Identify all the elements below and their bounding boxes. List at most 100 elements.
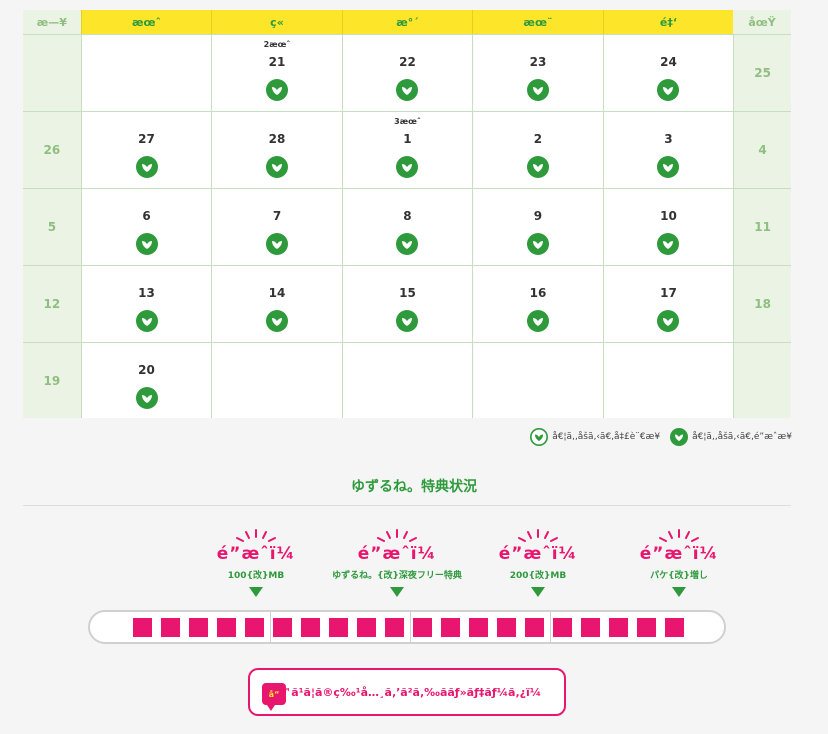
leaf-icon [265,233,288,255]
benefit-milestone: é”æˆï¼ ゆずるね。{改}深夜フリー特典 [327,528,467,597]
view-all-benefits-label: ã™ã¹ã¦ã®ç‰¹å…¸ã‚’ã²ã‚‰ããƒ»ãƒ‡ãƒ¼ã‚¿ï¼ [272,685,542,699]
progress-bar [88,610,726,644]
leaf-icon [657,156,680,178]
progress-divider [550,612,551,642]
calendar-day-cell: 22 [341,35,473,111]
calendar-day-cell: 15 [341,266,473,342]
leaf-icon [135,387,158,409]
calendar-saturday-cell: 18 [733,266,791,342]
leaf-icon [135,233,158,255]
weekday-tue: ç« [211,10,342,34]
legend: å€¦ã‚‚åšã‚‹ã€‚å‡£è¨€æ¥ å€¦ã‚‚åšã‚‹ã€‚é”æ… [520,428,792,446]
section-title: ゆずるね。特典状況 [351,479,477,495]
day-number: 17 [660,286,677,300]
calendar-saturday-cell: 4 [733,112,791,188]
day-number: 28 [268,132,286,146]
day-number: 3 [664,132,673,146]
leaf-icon [526,79,549,101]
leaf-icon [526,233,549,255]
arrow-down-icon [390,587,404,597]
sparkle-icon [327,528,467,546]
progress-block [133,618,152,637]
leaf-icon [135,310,158,332]
progress-block [301,618,320,637]
calendar-sunday-cell: 19 [23,343,81,418]
calendar: æ—¥ æœˆ ç« æ°´ æœ¨ é‡‘ åœŸ 2æœˆ 21 22 23 24 2… [23,10,791,418]
arrow-down-icon [531,587,545,597]
progress-block [329,618,348,637]
weekday-mon: æœˆ [80,10,212,34]
calendar-sunday-cell [23,35,81,111]
progress-divider [270,612,271,642]
calendar-day-cell: 28 [211,112,342,188]
benefit-name: パケ{改}増し [650,571,708,581]
leaf-icon [657,233,680,255]
legend-item-achieved: å€¦ã‚‚åšã‚‹ã€‚é”æˆæ¥ [670,428,792,446]
calendar-week-row: 5 6 7 8 9 10 11 [23,188,791,265]
benefit-milestone: é”æˆï¼ 100{改}MB [186,528,326,597]
progress-block [189,618,208,637]
progress-block [665,618,684,637]
progress-block [245,618,264,637]
calendar-day-cell [211,343,342,418]
day-number: 10 [660,209,677,223]
progress-block [441,618,460,637]
calendar-day-cell [80,35,212,111]
benefit-name: 100{改}MB [227,571,285,581]
calendar-week-row: 19 20 [23,342,791,418]
legend-label-declared: å€¦ã‚‚åšã‚‹ã€‚å‡£è¨€æ¥ [552,432,661,442]
day-number: 9 [533,209,543,223]
benefit-milestone: é”æˆï¼ パケ{改}増し [609,528,749,597]
calendar-day-cell [472,343,603,418]
progress-block [525,618,544,637]
leaf-icon [396,79,419,101]
day-number: 21 [268,55,286,69]
calendar-day-cell: 3æœˆ 1 [341,112,473,188]
calendar-day-cell: 24 [602,35,734,111]
calendar-sunday-cell: 26 [23,112,81,188]
leaf-icon [657,310,680,332]
progress-block [385,618,404,637]
calendar-day-cell: 27 [80,112,212,188]
month-label: 3æœˆ [394,117,421,126]
arrow-down-icon [249,587,263,597]
calendar-week-row: 2æœˆ 21 22 23 24 25 [23,34,791,111]
leaf-icon [670,428,689,446]
benefit-name: 200{改}MB [509,571,567,581]
day-number: 1 [403,132,412,146]
progress-block [637,618,656,637]
section-divider [23,505,791,506]
speech-bubble-icon: å“ [262,683,286,711]
calendar-week-row: 12 13 14 15 16 17 18 [23,265,791,342]
calendar-saturday-cell: 11 [733,189,791,265]
day-number: 24 [660,55,677,69]
view-all-benefits-button[interactable]: å“ ã™ã¹ã¦ã®ç‰¹å…¸ã‚’ã²ã‚‰ããƒ»ãƒ‡ãƒ¼ã‚¿ï¼ [248,668,566,716]
calendar-day-cell: 10 [602,189,734,265]
progress-block [497,618,516,637]
calendar-day-cell: 9 [472,189,603,265]
day-number: 2 [533,132,543,146]
progress-block [581,618,600,637]
calendar-day-cell [602,343,734,418]
sparkle-icon [609,528,749,546]
day-number: 27 [138,132,155,146]
progress-block [217,618,236,637]
achieved-label: é”æˆï¼ [216,544,296,564]
day-number: 22 [399,55,416,69]
leaf-icon [135,156,158,178]
day-number: 7 [272,209,282,223]
month-label: 2æœˆ [263,40,291,49]
calendar-day-cell: 17 [602,266,734,342]
calendar-day-cell: 16 [472,266,603,342]
outline-leaf-icon [530,428,549,446]
calendar-day-cell: 2 [472,112,603,188]
sparkle-icon [186,528,326,546]
progress-divider [410,612,411,642]
calendar-day-cell: 13 [80,266,212,342]
progress-block [469,618,488,637]
leaf-icon [265,310,288,332]
calendar-day-cell: 7 [211,189,342,265]
arrow-down-icon [672,587,686,597]
benefit-name: ゆずるね。{改}深夜フリー特典 [332,571,462,581]
day-number: 8 [403,209,412,223]
